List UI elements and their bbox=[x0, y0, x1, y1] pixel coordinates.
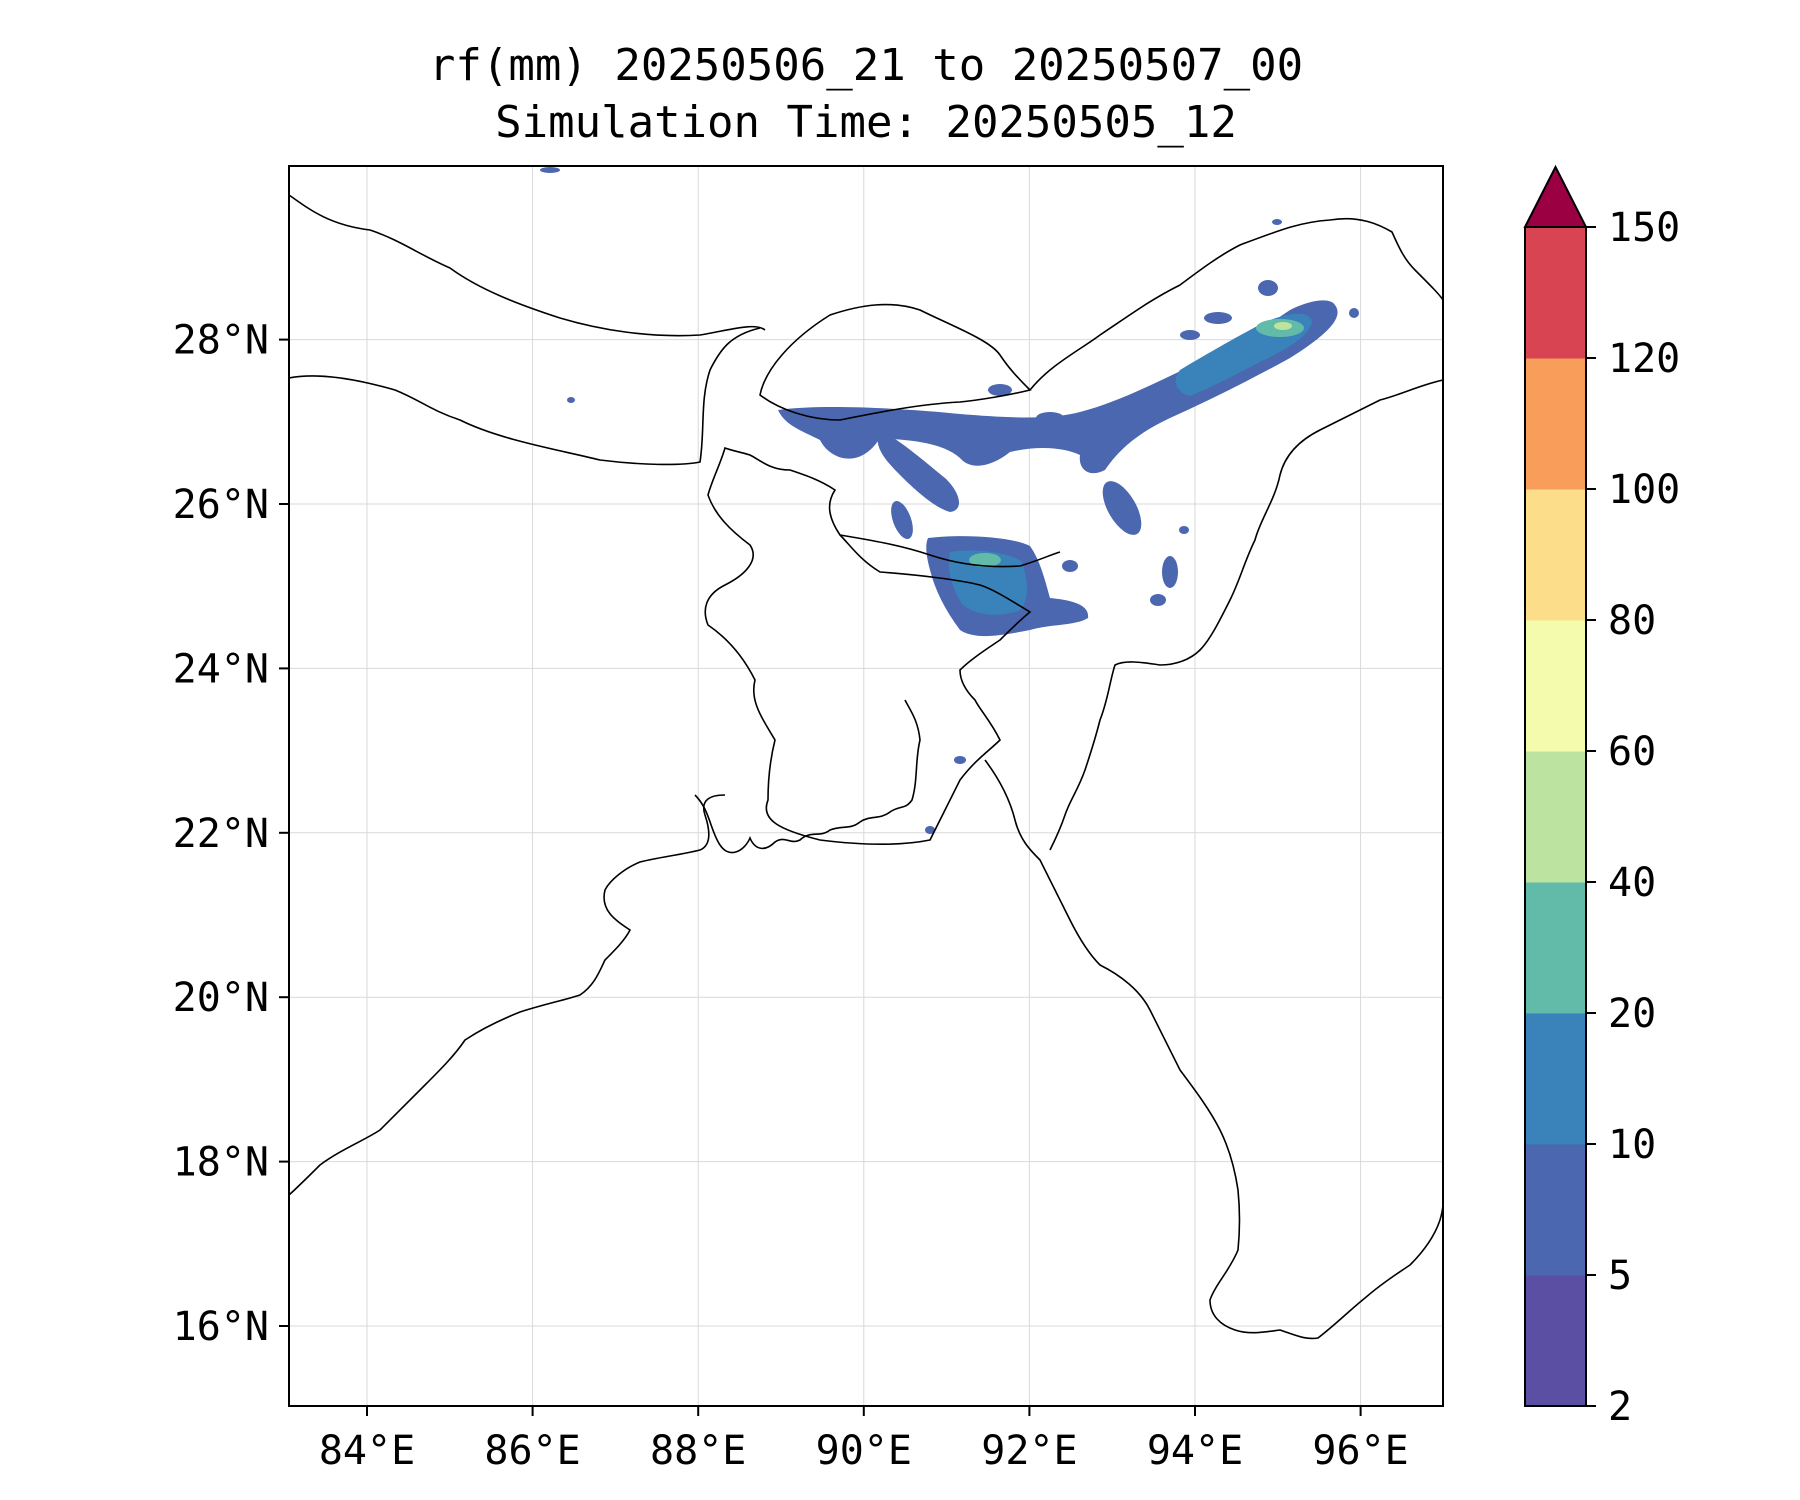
x-tick-label: 96°E bbox=[1312, 1428, 1408, 1474]
colorbar-tick-label: 5 bbox=[1608, 1253, 1632, 1299]
y-tick-label: 22°N bbox=[173, 811, 269, 857]
rain-assam-40-60 bbox=[1274, 322, 1292, 330]
colorbar-segment bbox=[1525, 489, 1586, 621]
y-tick-label: 28°N bbox=[173, 318, 269, 364]
nepal-north-border bbox=[289, 194, 766, 337]
bhutan-border bbox=[759, 303, 1032, 421]
colorbar-segment bbox=[1525, 1275, 1586, 1407]
map-subtitle: Simulation Time: 20250505_12 bbox=[495, 97, 1237, 148]
sundarbans-coast bbox=[694, 699, 921, 854]
rain-band-5-10 bbox=[778, 300, 1338, 474]
colorbar-segment bbox=[1525, 358, 1586, 490]
colorbar-tick-label: 80 bbox=[1608, 598, 1656, 644]
colorbar-tick-label: 2 bbox=[1608, 1384, 1632, 1430]
colorbar: 2 5 10 20 40 60 80 100 120 150 bbox=[1523, 164, 1680, 1430]
y-tick-label: 24°N bbox=[173, 646, 269, 692]
x-axis-ticks: 84°E 86°E 88°E 90°E 92°E 94°E 96°E bbox=[319, 1406, 1409, 1474]
x-tick-label: 90°E bbox=[816, 1428, 912, 1474]
arunachal-border bbox=[1029, 217, 1443, 391]
colorbar-segment bbox=[1525, 1013, 1586, 1145]
map-frame bbox=[288, 165, 1444, 1407]
colorbar-extend-arrow bbox=[1523, 164, 1588, 228]
colorbar-tick-label: 150 bbox=[1608, 205, 1680, 251]
colorbar-segment bbox=[1525, 1144, 1586, 1276]
colorbar-tick-label: 40 bbox=[1608, 860, 1656, 906]
x-tick-label: 88°E bbox=[650, 1428, 746, 1474]
colorbar-tick-label: 60 bbox=[1608, 729, 1656, 775]
colorbar-segment bbox=[1525, 882, 1586, 1014]
colorbar-tick-label: 10 bbox=[1608, 1122, 1656, 1168]
india-coast bbox=[289, 794, 726, 1196]
colorbar-outline bbox=[1524, 227, 1587, 1407]
map-title: rf(mm) 20250506_21 to 20250507_00 bbox=[428, 40, 1304, 91]
colorbar-tick-label: 100 bbox=[1608, 467, 1680, 513]
bangladesh-border bbox=[704, 446, 1032, 845]
colorbar-segment bbox=[1525, 227, 1586, 359]
colorbar-segment bbox=[1525, 620, 1586, 752]
y-tick-label: 20°N bbox=[173, 975, 269, 1021]
x-tick-label: 84°E bbox=[319, 1428, 415, 1474]
y-tick-label: 16°N bbox=[173, 1304, 269, 1350]
x-tick-label: 86°E bbox=[484, 1428, 580, 1474]
assam-border bbox=[839, 534, 1061, 568]
y-axis-ticks: 16°N 18°N 20°N 22°N 24°N 26°N 28°N bbox=[173, 318, 289, 1350]
rainfall-field bbox=[540, 167, 1359, 834]
coastlines-borders bbox=[289, 194, 1443, 1340]
rain-meghalaya-20-40 bbox=[969, 553, 1001, 567]
y-tick-label: 26°N bbox=[173, 482, 269, 528]
colorbar-segment bbox=[1525, 751, 1586, 883]
colorbar-tick-label: 120 bbox=[1608, 336, 1680, 382]
rain-arm-5-10 bbox=[877, 430, 960, 512]
nepal-border bbox=[289, 327, 761, 466]
colorbar-tick-label: 20 bbox=[1608, 991, 1656, 1037]
x-tick-label: 94°E bbox=[1147, 1428, 1243, 1474]
myanmar-coast bbox=[984, 759, 1443, 1340]
myanmar-border bbox=[1049, 379, 1443, 851]
y-tick-label: 18°N bbox=[173, 1140, 269, 1186]
rain-scattered-cells bbox=[540, 167, 1359, 834]
x-tick-label: 92°E bbox=[981, 1428, 1077, 1474]
